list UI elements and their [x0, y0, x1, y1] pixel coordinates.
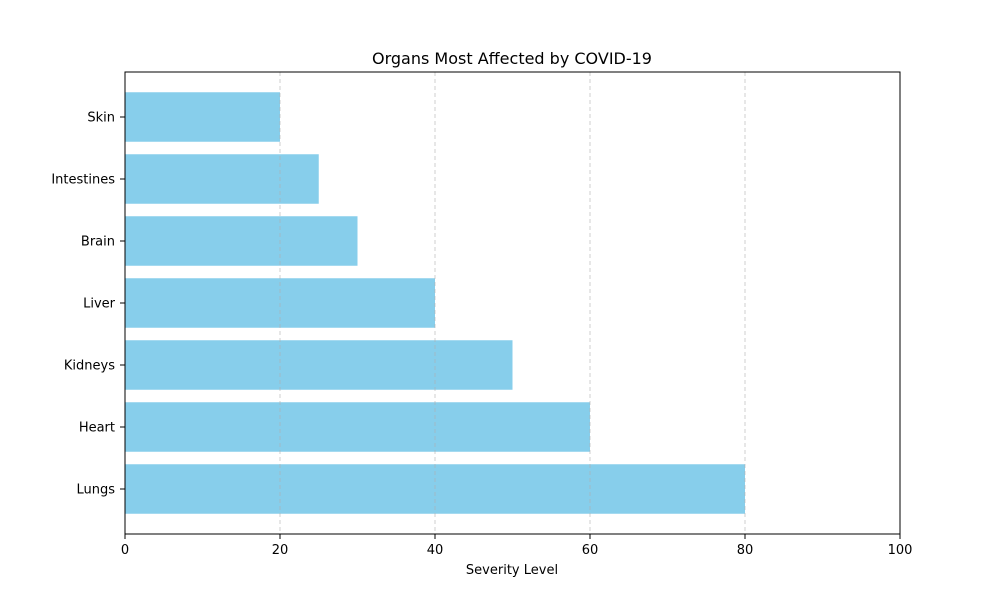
- x-tick-label: 100: [888, 543, 913, 558]
- x-tick-label: 80: [737, 543, 754, 558]
- y-tick-label: Heart: [79, 421, 115, 436]
- y-tick-label: Kidneys: [64, 359, 115, 374]
- bar-heart: [125, 402, 590, 452]
- x-axis-label: Severity Level: [466, 563, 558, 578]
- y-tick-label: Lungs: [76, 483, 115, 498]
- chart-title: Organs Most Affected by COVID-19: [372, 49, 652, 68]
- y-axis: Lungs Heart Kidneys Liver Brain Intestines Ski…: [51, 111, 125, 498]
- bar-brain: [125, 216, 358, 266]
- y-tick-label: Intestines: [51, 173, 115, 188]
- x-tick-label: 60: [582, 543, 599, 558]
- x-tick-label: 0: [121, 543, 129, 558]
- bar-skin: [125, 92, 280, 142]
- bars: [125, 92, 745, 514]
- bar-intestines: [125, 154, 319, 204]
- x-axis: 0 20 40 60 80 100: [121, 534, 913, 558]
- bar-kidneys: [125, 340, 513, 390]
- x-tick-label: 40: [427, 543, 444, 558]
- x-tick-label: 20: [272, 543, 289, 558]
- y-tick-label: Liver: [83, 297, 116, 312]
- y-tick-label: Brain: [81, 235, 115, 250]
- y-tick-label: Skin: [87, 111, 115, 126]
